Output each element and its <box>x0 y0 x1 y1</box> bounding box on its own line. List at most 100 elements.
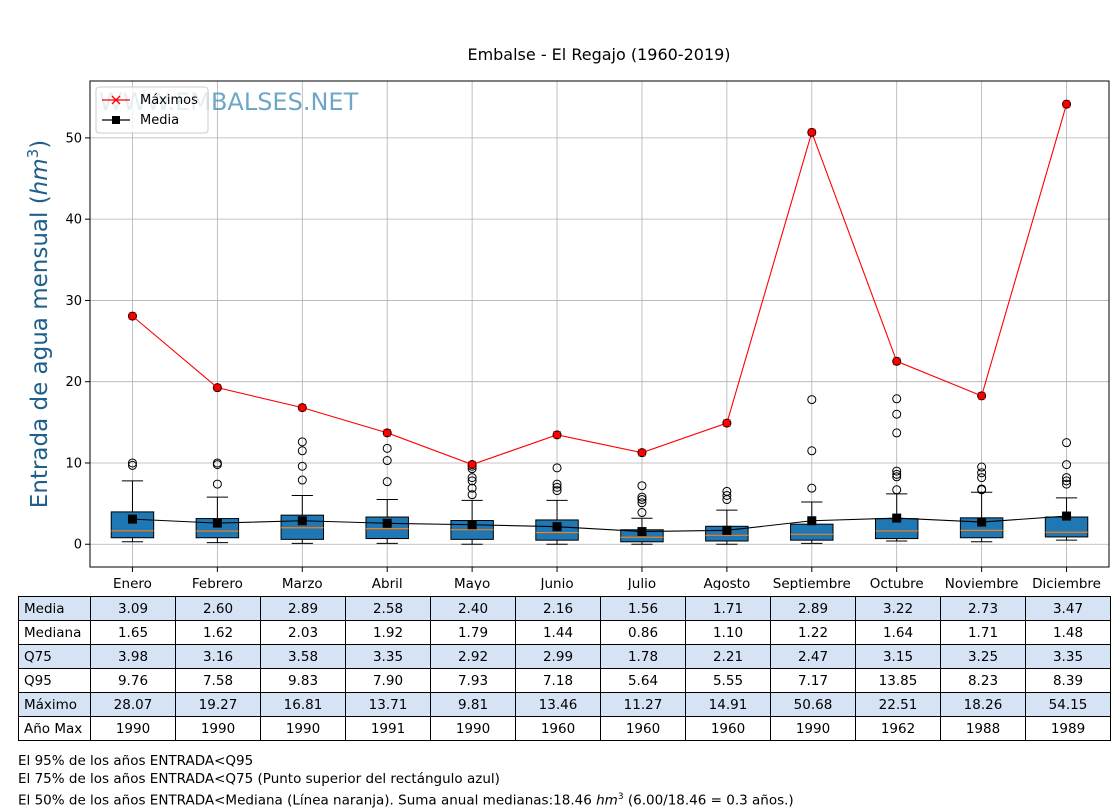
media-line <box>132 515 1067 533</box>
table-cell: 7.18 <box>515 668 601 693</box>
table-cell: 1988 <box>940 716 1026 741</box>
table-row-label: Máximo <box>18 692 91 717</box>
media-point <box>467 520 477 530</box>
outlier-point <box>382 456 392 466</box>
table-cell: 16.81 <box>260 692 346 717</box>
chart-title: Embalse - El Regajo (1960-2019) <box>467 45 730 64</box>
x-tick-label: Junio <box>539 576 573 590</box>
media-point <box>807 516 817 526</box>
outlier-point <box>637 492 647 502</box>
table-cell: 3.98 <box>90 644 176 669</box>
table-cell: 1960 <box>515 716 601 741</box>
maximos-point <box>468 460 477 469</box>
y-axis-label: Entrada de agua mensual (hm3) <box>24 140 53 508</box>
table-cell: 3.22 <box>855 596 941 621</box>
table-cell: 1960 <box>685 716 771 741</box>
y-axis-ticks: 0 10 20 30 40 50 <box>65 131 90 553</box>
table-cell: 2.16 <box>515 596 601 621</box>
grid-layer <box>90 81 1109 567</box>
table-cell: 7.17 <box>770 668 856 693</box>
table-cell: 1.62 <box>175 620 261 645</box>
maximos-point <box>1062 100 1071 109</box>
maximos-point <box>298 403 307 412</box>
table-cell: 3.25 <box>940 644 1026 669</box>
table-cell: 1.79 <box>430 620 516 645</box>
table-cell: 1.64 <box>855 620 941 645</box>
x-tick-label: Septiembre <box>773 576 851 590</box>
series-layer <box>127 99 1072 537</box>
outlier-point <box>297 437 307 447</box>
media-point <box>637 527 647 537</box>
outlier-point <box>552 482 562 492</box>
outlier-point <box>212 479 222 489</box>
outlier-point <box>637 495 647 505</box>
outlier-point <box>212 458 222 468</box>
maximos-point <box>807 128 816 137</box>
table-cell: 5.64 <box>600 668 686 693</box>
media-point <box>1062 511 1072 521</box>
legend-label-media: Media <box>140 113 179 128</box>
table-cell: 3.09 <box>90 596 176 621</box>
outlier-point <box>892 485 902 495</box>
table-cell: 3.47 <box>1025 596 1111 621</box>
outlier-point <box>892 428 902 438</box>
outlier-point <box>722 486 732 496</box>
y-tick-label: 50 <box>65 131 82 146</box>
outlier-point <box>892 409 902 419</box>
y-tick-label: 10 <box>65 456 82 471</box>
outlier-point <box>297 461 307 471</box>
maximos-point <box>213 383 222 392</box>
outlier-point <box>807 446 817 456</box>
outlier-point <box>807 395 817 405</box>
table-cell: 11.27 <box>600 692 686 717</box>
table-cell: 1962 <box>855 716 941 741</box>
x-tick-label: Mayo <box>454 576 490 590</box>
outlier-point <box>127 460 137 470</box>
note-median-unit-sup: 3 <box>617 792 624 802</box>
outlier-point <box>1062 460 1072 470</box>
media-point <box>977 517 987 527</box>
table-cell: 2.60 <box>175 596 261 621</box>
table-cell: 7.90 <box>345 668 431 693</box>
boxes-layer <box>110 394 1089 545</box>
box-iqr <box>365 516 409 540</box>
table-cell: 9.76 <box>90 668 176 693</box>
table-cell: 18.26 <box>940 692 1026 717</box>
note-q75: El 75% de los años ENTRADA<Q75 (Punto su… <box>18 771 500 787</box>
table-cell: 3.35 <box>345 644 431 669</box>
x-tick-label: Noviembre <box>945 576 1019 590</box>
maximos-point <box>977 391 986 400</box>
maximos-line <box>132 104 1068 466</box>
table-cell: 0.86 <box>600 620 686 645</box>
outlier-point <box>467 490 477 500</box>
outlier-point <box>467 476 477 486</box>
legend: Máximos Media <box>95 86 209 134</box>
outlier-point <box>977 484 987 494</box>
table-cell: 1.92 <box>345 620 431 645</box>
table-cell: 1990 <box>175 716 261 741</box>
table-row-label: Q95 <box>18 668 91 693</box>
table-cell: 2.03 <box>260 620 346 645</box>
outlier-point <box>552 479 562 489</box>
table-cell: 1990 <box>260 716 346 741</box>
outlier-point <box>1062 473 1072 483</box>
table-row-label: Año Max <box>18 716 91 741</box>
note-median-text: El 50% de los años ENTRADA<Mediana (Líne… <box>18 792 597 809</box>
x-tick-label: Diciembre <box>1032 576 1101 590</box>
legend-label-maximos: Máximos <box>140 93 198 108</box>
note-q95: El 95% de los años ENTRADA<Q95 <box>18 753 254 769</box>
media-point <box>212 518 222 528</box>
x-tick-label: Julio <box>627 576 656 590</box>
table-cell: 1.71 <box>685 596 771 621</box>
table-cell: 8.23 <box>940 668 1026 693</box>
table-row: Mediana 1.65 1.62 2.03 1.92 1.79 1.44 0.86 1.10 1… <box>18 620 1111 645</box>
outlier-point <box>127 458 137 468</box>
x-tick-label: Abril <box>372 576 403 590</box>
media-point <box>297 516 307 526</box>
outlier-point <box>467 483 477 493</box>
y-tick-label: 0 <box>74 538 82 553</box>
maximos-point <box>638 448 646 457</box>
outlier-point <box>722 490 732 500</box>
table-cell: 13.46 <box>515 692 601 717</box>
x-axis-ticks: Enero Febrero Marzo Abril Mayo Junio Julio Agos… <box>113 567 1101 590</box>
